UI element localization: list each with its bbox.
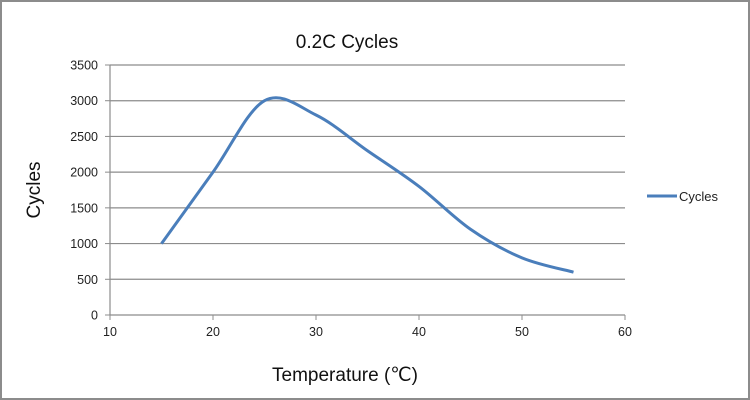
x-tick-label: 50 [515,325,529,339]
legend-label-cycles: Cycles [679,189,719,204]
series-group [160,96,574,274]
y-tick-label: 1000 [70,237,98,251]
y-tick-label: 2000 [70,166,98,180]
x-tick-labels: 10 20 30 40 50 60 [103,325,632,339]
y-tick-label: 3500 [70,59,98,73]
x-tick-label: 60 [618,325,632,339]
y-tick-label: 1500 [70,201,98,215]
gridlines [105,64,625,316]
x-tick-label: 20 [206,325,220,339]
x-tick-label: 40 [412,325,426,339]
y-axis-label: Cycles [24,161,45,218]
y-tick-labels: 0 500 1000 1500 2000 2500 3000 3500 [70,59,98,323]
series-line-cycles [160,96,574,274]
x-tick-label: 10 [103,325,117,339]
y-tick-label: 500 [77,273,98,287]
y-tick-label: 3000 [70,94,98,108]
chart-title: 0.2C Cycles [296,32,398,53]
y-tick-label: 2500 [70,130,98,144]
axes [109,65,626,320]
legend: Cycles [647,189,719,204]
x-tick-label: 30 [309,325,323,339]
x-axis-label: Temperature (℃) [272,365,418,386]
y-tick-label: 0 [91,309,98,323]
